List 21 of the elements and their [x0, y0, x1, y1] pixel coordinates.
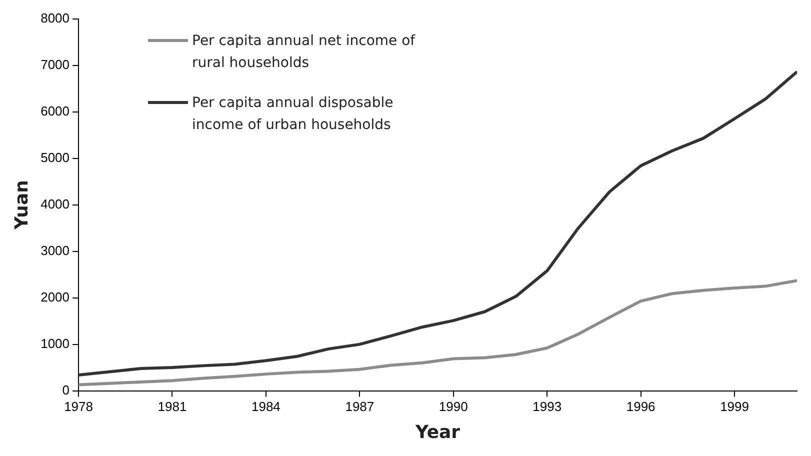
y-tick-label: 8000	[40, 10, 70, 26]
y-tick-label: 3000	[40, 242, 70, 258]
legend-label: Per capita annual net income of rural households	[192, 32, 416, 73]
y-tick-label: 5000	[40, 150, 70, 165]
x-tick-label: 1996	[626, 399, 656, 414]
y-axis-title: Yuan	[11, 180, 32, 231]
y-tick-label: 7000	[40, 56, 70, 72]
x-tick-label: 1978	[64, 399, 93, 414]
x-tick-label: 1999	[720, 399, 749, 414]
legend-label: Per capita annual disposable income of urban households	[192, 94, 394, 135]
y-tick-label: 4000	[40, 196, 70, 212]
x-tick-label: 1987	[345, 399, 374, 414]
y-tick-label: 0	[62, 382, 70, 398]
x-tick-label: 1990	[438, 399, 468, 414]
y-tick-label: 6000	[40, 103, 70, 118]
y-tick-label: 2000	[40, 289, 70, 304]
x-tick-label: 1984	[251, 399, 280, 414]
y-tick-label: 1000	[40, 336, 70, 351]
x-tick-label: 1981	[158, 399, 187, 414]
x-tick-label: 1993	[532, 399, 562, 414]
x-axis-title: Year	[414, 422, 460, 443]
